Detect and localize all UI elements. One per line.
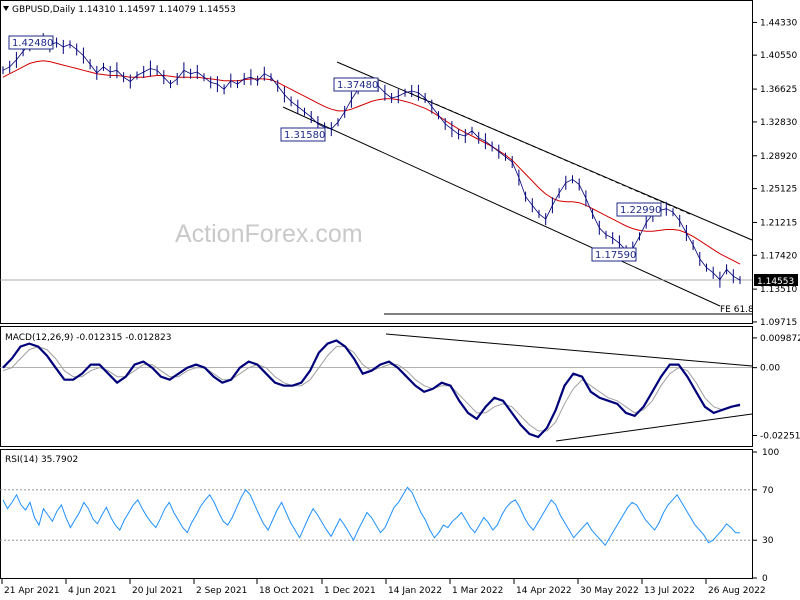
macd-header: MACD(12,26,9) -0.012315 -0.012823 bbox=[5, 333, 171, 343]
x-tick-label: 1 Dec 2021 bbox=[324, 586, 376, 596]
annotation-box bbox=[280, 127, 326, 142]
channel-lower-line bbox=[282, 106, 721, 307]
moving-average-line bbox=[2, 60, 741, 265]
collapse-triangle-icon[interactable] bbox=[3, 6, 9, 11]
price-y-tick-label: 1.40550 bbox=[760, 51, 797, 61]
rsi-panel-frame bbox=[0, 449, 753, 579]
price-header: GBPUSD,Daily 1.14310 1.14597 1.14079 1.1… bbox=[12, 5, 236, 15]
watermark: ActionForex.com bbox=[175, 220, 363, 248]
rsi-y-tick-label: 0 bbox=[762, 574, 768, 584]
price-y-tick-label: 1.09715 bbox=[760, 318, 797, 328]
macd-y-axis: 0.009872 0.00 -0.022516 bbox=[753, 334, 800, 442]
rsi-series bbox=[2, 486, 741, 547]
price-static-lines bbox=[0, 61, 753, 315]
rsi-y-tick-label: 100 bbox=[762, 448, 779, 458]
annotation-box bbox=[8, 35, 54, 50]
fib-label: FE 61.8 bbox=[720, 305, 754, 315]
x-tick-label: 14 Jan 2022 bbox=[388, 586, 442, 596]
x-tick-label: 2 Sep 2021 bbox=[196, 586, 247, 596]
x-tick-label: 13 Jul 2022 bbox=[644, 586, 695, 596]
price-annotations: 1.42480 1.37480 1.31580 1.22990 1.17590 bbox=[8, 35, 662, 262]
x-tick-label: 14 Apr 2022 bbox=[516, 586, 572, 596]
last-price-label: 1.14553 bbox=[757, 277, 794, 287]
annotation-label: 1.37480 bbox=[337, 80, 378, 91]
macd-y-tick-label: -0.022516 bbox=[760, 432, 800, 442]
macd-y-tick-label: 0.009872 bbox=[760, 334, 800, 344]
channel-upper-line bbox=[336, 61, 753, 241]
annotation-label: 1.31580 bbox=[284, 130, 325, 141]
macd-line bbox=[2, 339, 741, 439]
price-y-tick-label: 1.32830 bbox=[760, 118, 797, 128]
rsi-y-tick-label: 70 bbox=[762, 486, 774, 496]
rsi-header: RSI(14) 35.7902 bbox=[5, 455, 78, 465]
price-y-tick-label: 1.17420 bbox=[760, 251, 797, 261]
macd-lower-trendline bbox=[555, 413, 753, 442]
rsi-y-axis: 100 70 30 0 bbox=[0, 448, 779, 584]
last-price-box bbox=[754, 274, 798, 286]
price-y-tick-label: 1.44330 bbox=[760, 18, 797, 28]
x-tick-label: 4 Jun 2021 bbox=[68, 586, 116, 596]
price-y-axis: 1.44330 1.40550 1.36625 1.32830 1.28920 1.251… bbox=[753, 18, 797, 328]
x-tick-label: 26 Aug 2022 bbox=[708, 586, 766, 596]
x-tick-label: 18 Oct 2021 bbox=[259, 586, 315, 596]
price-y-tick-label: 1.21215 bbox=[760, 218, 797, 228]
annotation-label: 1.17590 bbox=[595, 250, 636, 261]
annotation-box bbox=[333, 77, 379, 92]
annotation-label: 1.22990 bbox=[620, 205, 661, 216]
rsi-line bbox=[2, 486, 741, 547]
x-tick-label: 20 Jul 2021 bbox=[132, 586, 183, 596]
annotation-label: 1.42480 bbox=[12, 38, 53, 49]
macd-y-tick-label: 0.00 bbox=[760, 364, 780, 374]
price-y-tick-label: 1.36625 bbox=[760, 85, 797, 95]
price-y-tick-label: 1.13510 bbox=[760, 285, 797, 295]
x-axis: 21 Apr 2021 4 Jun 2021 20 Jul 2021 2 Sep 20… bbox=[1, 579, 766, 596]
x-tick-label: 30 May 2022 bbox=[580, 586, 639, 596]
price-y-tick-label: 1.28920 bbox=[760, 152, 797, 162]
annotation-box bbox=[616, 202, 662, 217]
annotation-box bbox=[591, 247, 637, 262]
macd-series bbox=[0, 333, 753, 442]
macd-upper-trendline bbox=[385, 333, 753, 367]
macd-panel-frame bbox=[0, 326, 753, 447]
x-tick-label: 21 Apr 2021 bbox=[4, 586, 60, 596]
rsi-y-tick-label: 30 bbox=[762, 536, 774, 546]
price-panel-frame bbox=[0, 0, 753, 324]
channel-mid-dashed-line bbox=[409, 92, 691, 215]
x-tick-label: 1 Mar 2022 bbox=[452, 586, 503, 596]
price-y-tick-label: 1.25125 bbox=[760, 185, 797, 195]
